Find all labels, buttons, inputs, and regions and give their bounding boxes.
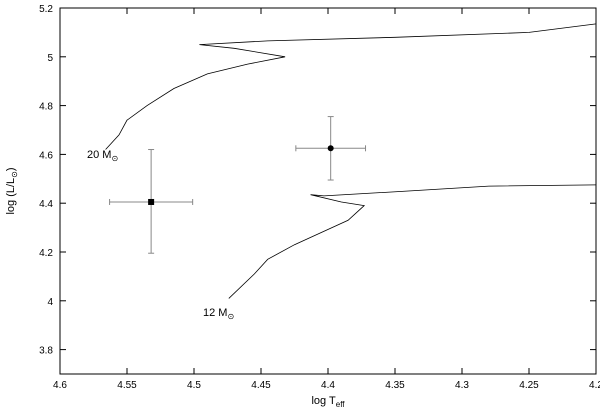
y-tick-label: 4 [47, 297, 53, 308]
x-tick-label: 4.55 [117, 380, 137, 391]
y-tick-label: 3.8 [39, 346, 53, 357]
evolutionary-tracks [105, 23, 597, 299]
track-label-12: 12 M⊙ [203, 307, 234, 321]
track-line-1 [228, 184, 597, 299]
y-tick-label: 4.2 [39, 248, 53, 259]
y-tick-label: 4.4 [39, 199, 53, 210]
y-tick-label: 4.8 [39, 102, 53, 113]
star-point-square [148, 198, 155, 205]
x-axis-title: log Teff [311, 395, 345, 409]
plot-frame [59, 7, 597, 375]
track-line-0 [105, 23, 597, 150]
x-tick-label: 4.25 [519, 380, 539, 391]
y-axis-title: log (L/L⊙) [5, 167, 19, 214]
track-label-20: 20 M⊙ [87, 149, 118, 163]
x-tick-label: 4.6 [53, 380, 67, 391]
x-tick-label: 4.5 [187, 380, 201, 391]
x-tick-label: 4.35 [385, 380, 405, 391]
y-tick-label: 5 [47, 53, 53, 64]
x-tick-label: 4.4 [321, 380, 335, 391]
x-tick-label: 4.3 [455, 380, 469, 391]
x-tick-label: 4.45 [251, 380, 271, 391]
x-axis-ticks: 4.6 4.55 4.5 4.45 4.4 4.35 4.3 4.25 4.2 [53, 8, 600, 391]
star-point-circle [327, 145, 334, 152]
y-tick-label: 4.6 [39, 150, 53, 161]
y-axis-ticks: 3.8 4 4.2 4.4 4.6 4.8 5 5.2 [39, 4, 596, 357]
y-tick-label: 5.2 [39, 4, 53, 15]
x-tick-label: 4.2 [589, 380, 600, 391]
star-points [109, 116, 367, 254]
